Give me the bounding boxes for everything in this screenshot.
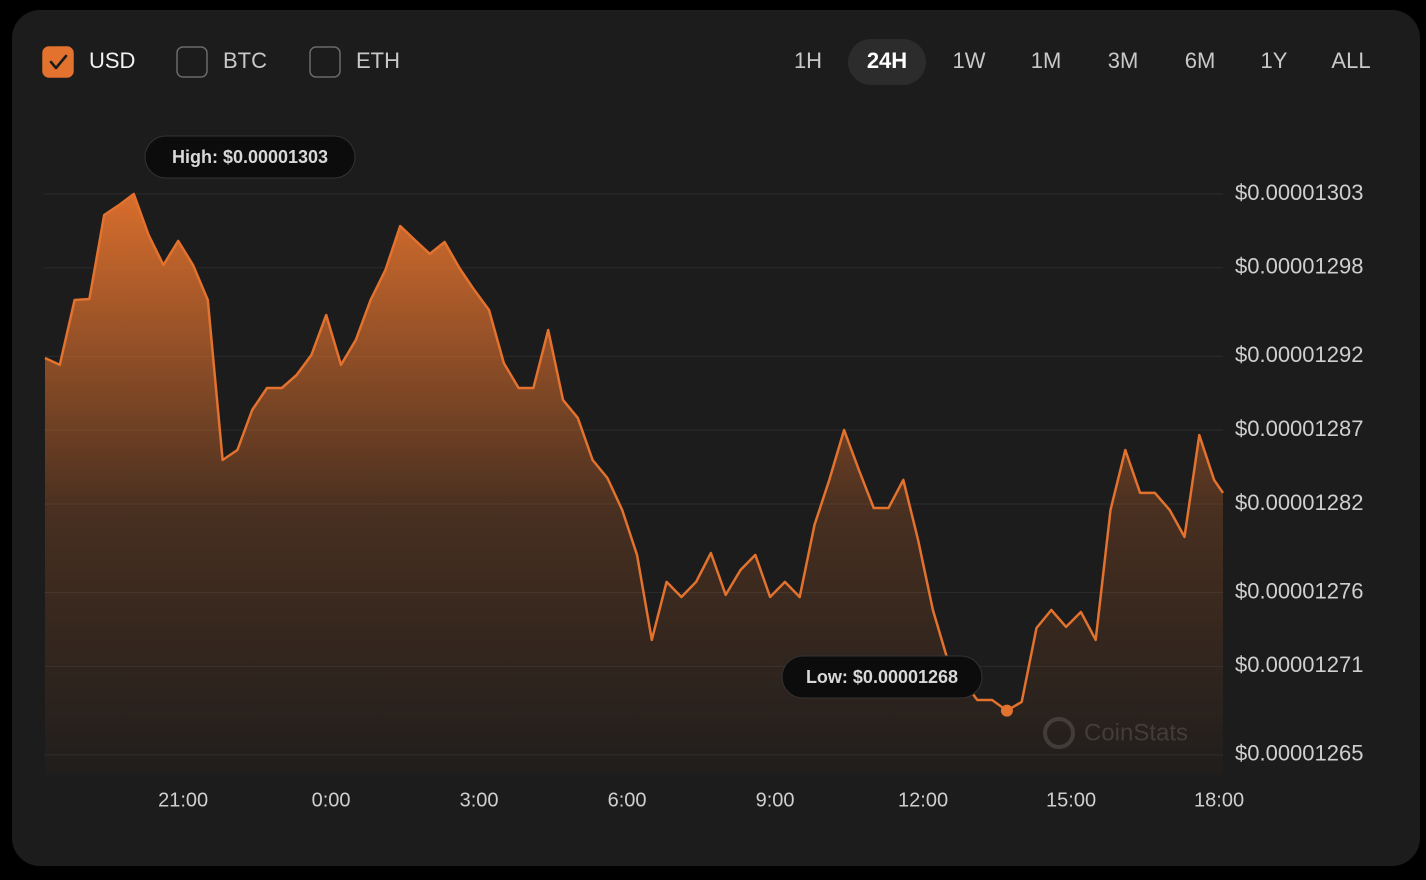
high-label: High: $0.00001303: [172, 147, 328, 167]
checkbox[interactable]: [176, 46, 208, 78]
checkbox[interactable]: [42, 46, 74, 78]
range-button[interactable]: 1Y: [1261, 48, 1288, 73]
price-line: [44, 192, 1225, 712]
currency-toggle[interactable]: BTC: [176, 46, 267, 78]
range-button[interactable]: 1M: [1031, 48, 1062, 73]
checkmark: [49, 54, 68, 70]
y-tick-label: $0.00001292: [1235, 342, 1363, 367]
x-tick-label: 3:00: [460, 789, 499, 811]
range-label: 1Y: [1261, 48, 1288, 73]
range-label: 1M: [1031, 48, 1062, 73]
range-button[interactable]: 3M: [1108, 48, 1139, 73]
x-tick-label: 12:00: [898, 789, 948, 811]
currency-label: USD: [89, 48, 135, 73]
range-label: 1H: [794, 48, 822, 73]
x-tick-label: 15:00: [1046, 789, 1096, 811]
range-label: 24H: [867, 48, 907, 73]
range-button[interactable]: 1H: [794, 48, 822, 73]
low-label: Low: $0.00001268: [806, 667, 958, 687]
range-label: 1W: [953, 48, 986, 73]
y-tick-label: $0.00001271: [1235, 652, 1363, 677]
range-label: 3M: [1108, 48, 1139, 73]
x-tick-label: 18:00: [1194, 789, 1244, 811]
range-label: 6M: [1185, 48, 1216, 73]
x-tick-label: 6:00: [608, 789, 647, 811]
y-tick-label: $0.00001265: [1235, 741, 1363, 766]
y-tick-label: $0.00001298: [1235, 254, 1363, 279]
range-label: ALL: [1331, 48, 1370, 73]
low-tooltip: [781, 655, 983, 699]
currency-toggle[interactable]: ETH: [309, 46, 400, 78]
high-tooltip: [144, 135, 356, 179]
range-button[interactable]: 24H: [848, 39, 926, 85]
low-marker: [1000, 704, 1013, 717]
range-pill[interactable]: [848, 39, 926, 85]
currency-label: ETH: [356, 48, 400, 73]
x-tick-label: 9:00: [756, 789, 795, 811]
y-tick-label: $0.00001282: [1235, 490, 1363, 515]
y-tick-label: $0.00001303: [1235, 180, 1363, 205]
range-button[interactable]: 6M: [1185, 48, 1216, 73]
checkbox[interactable]: [309, 46, 341, 78]
y-tick-label: $0.00001287: [1235, 416, 1363, 441]
area-fill: [45, 194, 1223, 775]
y-tick-label: $0.00001276: [1235, 578, 1363, 603]
currency-toggle[interactable]: USD: [42, 46, 135, 78]
range-button[interactable]: ALL: [1331, 48, 1370, 73]
currency-label: BTC: [223, 48, 267, 73]
range-button[interactable]: 1W: [953, 48, 986, 73]
x-tick-label: 0:00: [312, 789, 351, 811]
x-tick-label: 21:00: [158, 789, 208, 811]
